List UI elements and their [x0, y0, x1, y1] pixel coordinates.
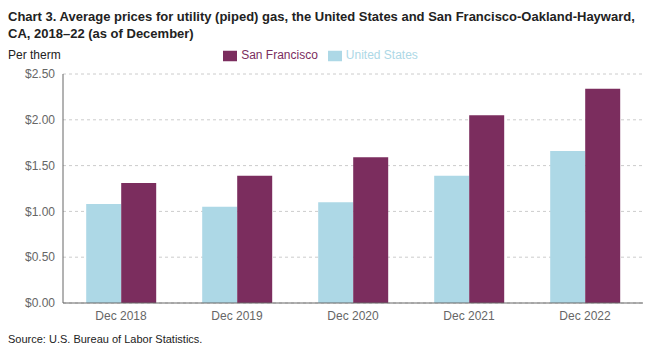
svg-text:Dec 2018: Dec 2018	[95, 309, 147, 323]
html-text:United States: United States	[345, 48, 418, 62]
svg-text:$0.50: $0.50	[25, 250, 55, 264]
html-text:San Francisco: San Francisco	[241, 48, 318, 62]
html-text:Per therm: Per therm	[8, 48, 61, 62]
svg-text:Dec 2022: Dec 2022	[559, 309, 611, 323]
svg-text:Dec 2020: Dec 2020	[327, 309, 379, 323]
svg-text:Dec 2021: Dec 2021	[443, 309, 495, 323]
svg-text:$2.00: $2.00	[25, 113, 55, 127]
html-text:Source: U.S. Bureau of Labor S: Source: U.S. Bureau of Labor Statistics.	[8, 333, 203, 345]
svg-text:$2.50: $2.50	[25, 67, 55, 81]
svg-text:$1.00: $1.00	[25, 205, 55, 219]
svg-text:Dec 2019: Dec 2019	[211, 309, 263, 323]
svg-text:$0.00: $0.00	[25, 296, 55, 310]
svg-text:$1.50: $1.50	[25, 159, 55, 173]
html-text:Chart 3. Average prices for ut: Chart 3. Average prices for utility (pip…	[8, 9, 635, 41]
